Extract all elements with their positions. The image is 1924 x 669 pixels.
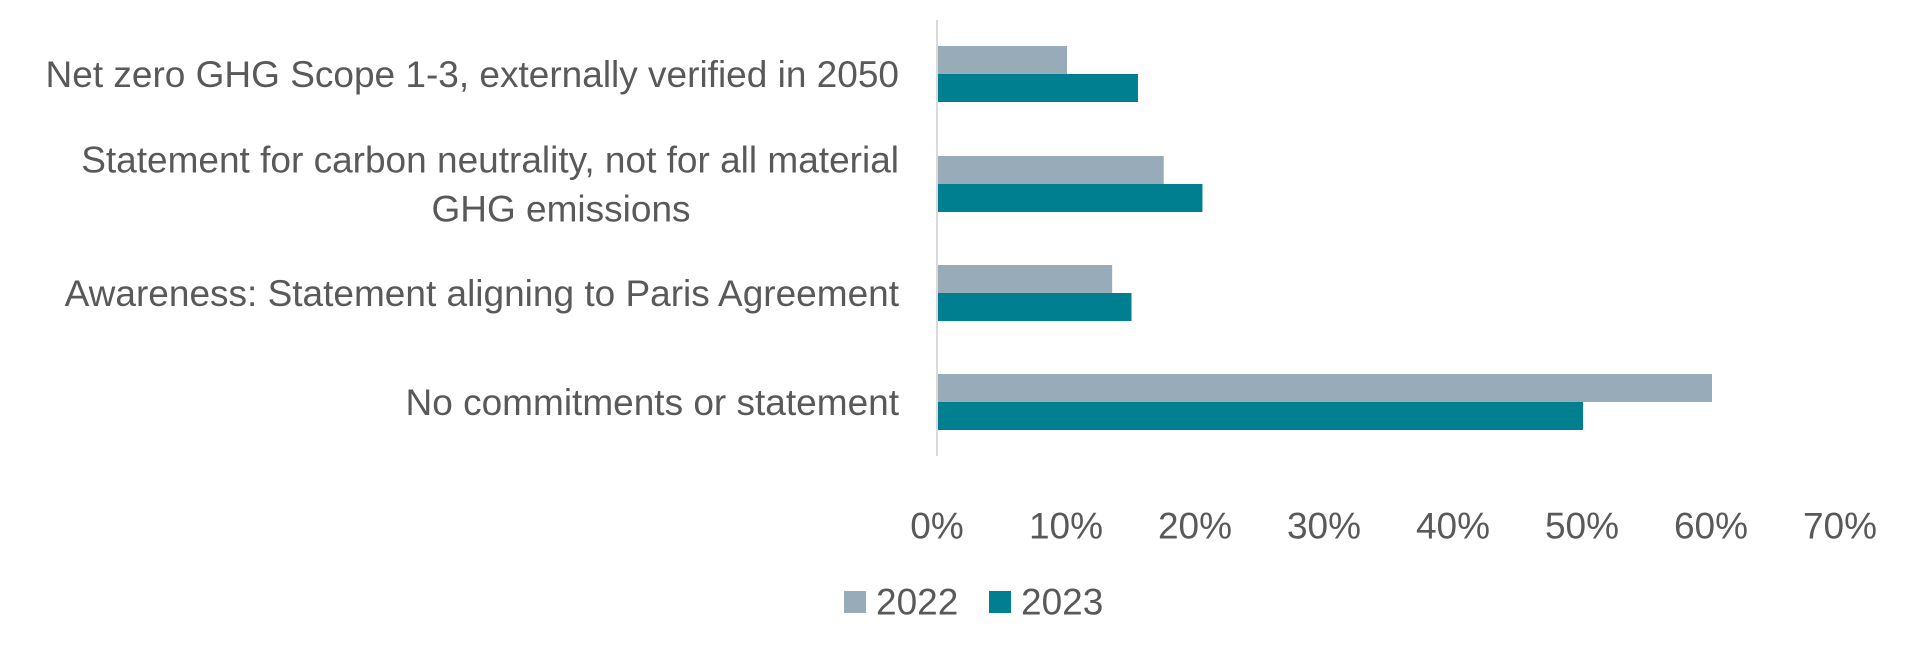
legend: 2022 2023 <box>844 582 1103 623</box>
tick-label: 40% <box>1416 506 1490 547</box>
category-label: No commitments or statement <box>406 382 900 423</box>
category-labels: Net zero GHG Scope 1-3, externally verif… <box>46 54 900 423</box>
bar-2023 <box>938 74 1138 102</box>
legend-label: 2023 <box>1021 582 1103 623</box>
legend-swatch <box>989 591 1011 613</box>
legend-swatch <box>844 591 866 613</box>
tick-label: 20% <box>1158 506 1232 547</box>
value-axis-ticks: 0% 10% 20% 30% 40% 50% 60% 70% <box>910 506 1877 547</box>
tick-label: 10% <box>1029 506 1103 547</box>
tick-label: 30% <box>1287 506 1361 547</box>
category-label: Net zero GHG Scope 1-3, externally verif… <box>46 54 899 95</box>
tick-label: 0% <box>910 506 963 547</box>
bar-2023 <box>938 184 1203 212</box>
bar-2023 <box>938 402 1583 430</box>
category-label-line: No commitments or statement <box>406 382 900 423</box>
bar-2022 <box>938 46 1067 74</box>
bar-2022 <box>938 156 1164 184</box>
tick-label: 70% <box>1803 506 1877 547</box>
category-label-line: Net zero GHG Scope 1-3, externally verif… <box>46 54 899 95</box>
legend-label: 2022 <box>876 582 958 623</box>
category-label-line: Awareness: Statement aligning to Paris A… <box>65 273 900 314</box>
tick-label: 50% <box>1545 506 1619 547</box>
category-label-line: GHG emissions <box>431 188 690 229</box>
bar-2022 <box>938 374 1712 402</box>
category-label: Statement for carbon neutrality, not for… <box>81 139 899 229</box>
category-label-line: Statement for carbon neutrality, not for… <box>81 139 899 180</box>
bars <box>938 46 1712 430</box>
bar-2023 <box>938 293 1132 321</box>
bar-2022 <box>938 265 1113 293</box>
tick-label: 60% <box>1674 506 1748 547</box>
category-label: Awareness: Statement aligning to Paris A… <box>65 273 900 314</box>
